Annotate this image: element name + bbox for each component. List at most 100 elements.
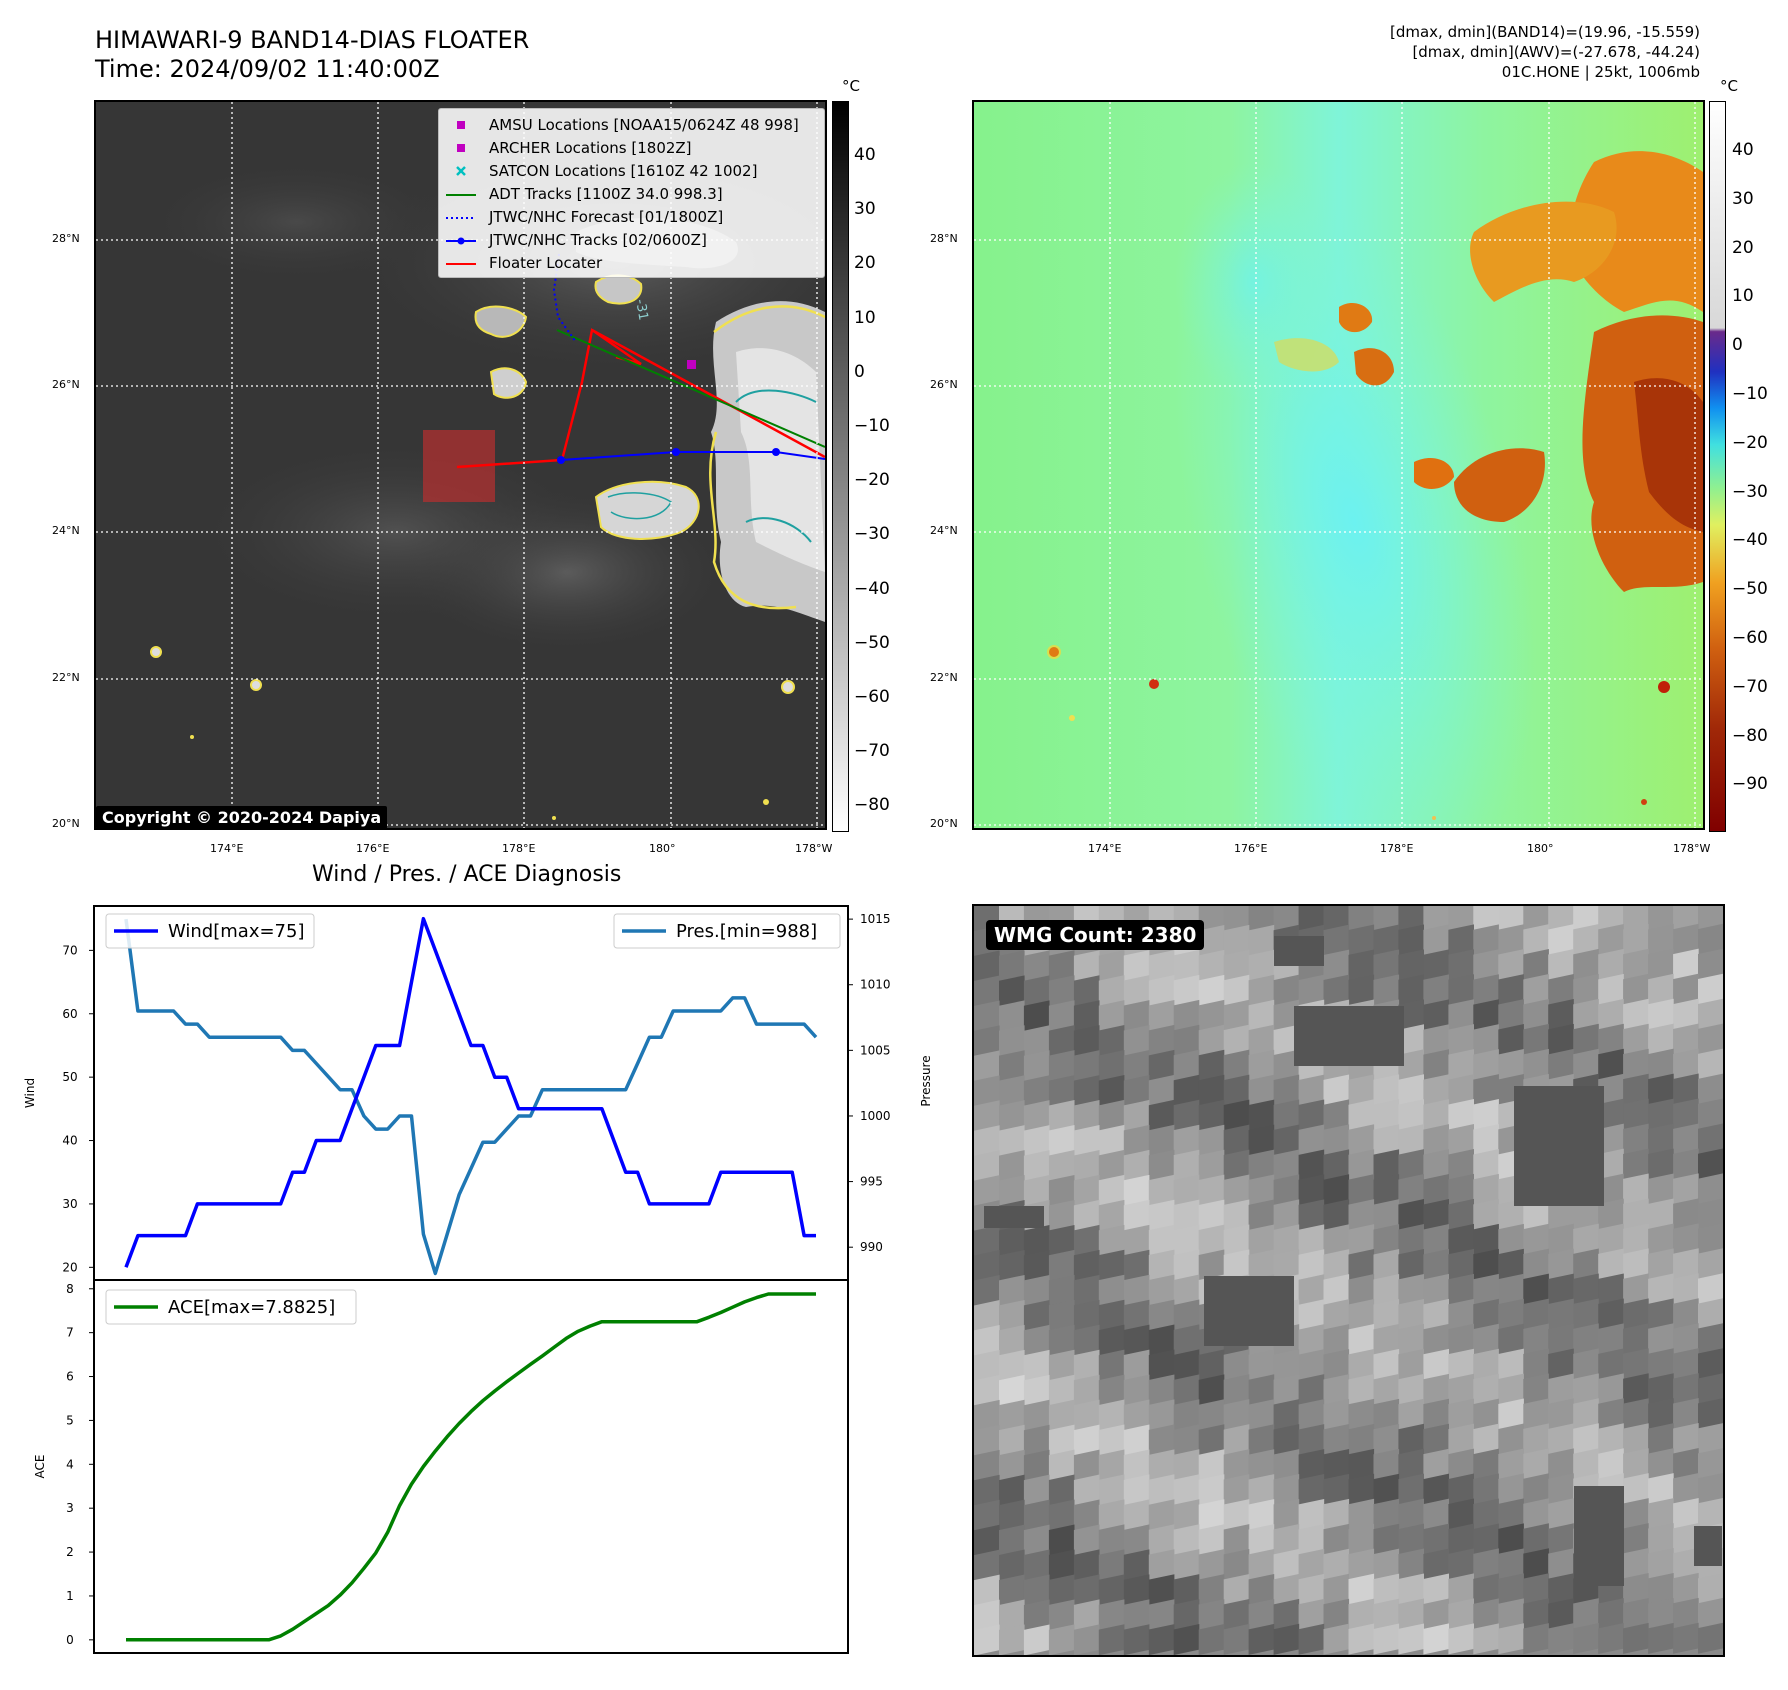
ir-title-line1: HIMAWARI-9 BAND14-DIAS FLOATER (95, 26, 530, 54)
ace-tick-label: 3 (66, 1501, 74, 1515)
contour-label: -31 (632, 298, 650, 322)
wind-series-line (124, 916, 816, 1268)
lon-label: 178°W (795, 842, 833, 855)
colorbar-tick-label: 0 (854, 361, 865, 382)
legend-swatch (446, 263, 476, 265)
copyright-badge: Copyright © 2020-2024 Dapiya (96, 806, 388, 828)
legend-item: Floater Locater (439, 254, 819, 274)
colorbar-tick-label: −10 (1732, 384, 1768, 404)
legend-item: JTWC/NHC Forecast [01/1800Z] (439, 208, 819, 228)
pressure-axis-label: Pressure (919, 1055, 933, 1106)
legend-swatch (456, 166, 466, 176)
stats-storm: 01C.HONE | 25kt, 1006mb (1501, 63, 1700, 81)
pressure-tick-label: 995 (860, 1175, 883, 1189)
ir-legend: AMSU Locations [NOAA15/0624Z 48 998] ARCH… (438, 108, 825, 278)
wind-pressure-axes (93, 905, 849, 1281)
ace-tick-label: 7 (66, 1326, 74, 1340)
wmg-dark-patch (1694, 1526, 1722, 1566)
legend-item: ARCHER Locations [1802Z] (439, 139, 819, 159)
ir-colorbar-unit: °C (842, 77, 860, 95)
wind-tick-label: 70 (62, 943, 77, 957)
legend-label: ADT Tracks [1100Z 34.0 998.3] (489, 185, 723, 203)
legend-label: Floater Locater (489, 254, 603, 272)
legend-swatch (446, 217, 476, 219)
wmg-count-badge: WMG Count: 2380 (986, 920, 1205, 950)
ace-tick-label: 1 (66, 1589, 74, 1603)
ace-tick-label: 0 (66, 1633, 74, 1647)
wind-tick-label: 20 (62, 1260, 77, 1274)
legend-item: AMSU Locations [NOAA15/0624Z 48 998] (439, 116, 819, 136)
wmg-dark-patch (1294, 1006, 1404, 1066)
lon-label: 174°E (210, 842, 244, 855)
colorbar-tick-label: −50 (1732, 579, 1768, 600)
lon-label: 176°E (1234, 842, 1268, 855)
stats-awv: [dmax, dmin](AWV)=(-27.678, -44.24) (1412, 43, 1700, 61)
legend-item: JTWC/NHC Tracks [02/0600Z] (439, 231, 819, 251)
wmg-dark-patch (1274, 936, 1324, 966)
colorbar-tick-label: −40 (1732, 530, 1768, 551)
colorbar-tick-label: 10 (1732, 286, 1754, 307)
legend-swatch (457, 121, 465, 129)
wind-tick-label: 60 (62, 1007, 77, 1021)
lon-label: 178°E (1380, 842, 1414, 855)
colorbar-tick-label: −80 (1732, 725, 1768, 746)
colorbar-tick-label: −50 (854, 632, 890, 653)
legend-item: ADT Tracks [1100Z 34.0 998.3] (439, 185, 819, 205)
wind-legend: Wind[max=75] (105, 913, 315, 949)
wv-colorbar (1709, 101, 1726, 832)
lat-label: 24°N (930, 524, 958, 537)
wv-colorbar-unit: °C (1720, 77, 1738, 95)
stats-block: [dmax, dmin](BAND14)=(19.96, -15.559) [d… (1390, 22, 1700, 82)
ace-legend: ACE[max=7.8825] (105, 1289, 357, 1325)
lat-label: 20°N (52, 817, 80, 830)
colorbar-tick-label: 10 (854, 307, 876, 328)
ir-colorbar (832, 101, 849, 832)
colorbar-tick-label: 40 (854, 145, 876, 165)
wmg-dark-patch (984, 1206, 1044, 1228)
ace-tick-label: 5 (66, 1413, 74, 1427)
ir-title-line2: Time: 2024/09/02 11:40:00Z (95, 55, 440, 83)
wmg-dark-patch (1514, 1086, 1604, 1206)
legend-label: JTWC/NHC Forecast [01/1800Z] (489, 208, 724, 226)
colorbar-tick-label: −10 (854, 416, 890, 436)
colorbar-tick-label: −30 (854, 524, 890, 545)
stats-band14: [dmax, dmin](BAND14)=(19.96, -15.559) (1389, 23, 1700, 41)
legend-swatch (446, 237, 476, 245)
lat-label: 26°N (52, 378, 80, 391)
pressure-tick-label: 1015 (860, 912, 891, 926)
wmg-panel: WMG Count: 2380 (972, 904, 1725, 1657)
diagnosis-chart: 20 30 40 50 60 70 990 995 1000 1005 1010 1015 0 1 2 3 4 5… (23, 905, 933, 1654)
lat-label: 28°N (930, 232, 958, 245)
ir-title: HIMAWARI-9 BAND14-DIAS FLOATER Time: 202… (95, 26, 529, 84)
pressure-tick-label: 1010 (860, 978, 891, 992)
lat-label: 22°N (52, 671, 80, 684)
ace-tick-label: 6 (66, 1370, 74, 1384)
colorbar-tick-label: −90 (1732, 774, 1768, 795)
ace-axes (93, 1279, 849, 1654)
legend-swatch (457, 144, 465, 152)
diagnosis-chart-title: Wind / Pres. / ACE Diagnosis (312, 862, 622, 887)
legend-label: AMSU Locations [NOAA15/0624Z 48 998] (489, 116, 799, 134)
pressure-legend: Pres.[min=988] (613, 913, 841, 949)
pressure-legend-label: Pres.[min=988] (676, 921, 817, 942)
colorbar-tick-label: −70 (1732, 676, 1768, 697)
legend-item: SATCON Locations [1610Z 42 1002] (439, 162, 819, 182)
ace-tick-label: 2 (66, 1545, 74, 1559)
colorbar-tick-label: 20 (854, 253, 876, 274)
legend-swatch (446, 194, 476, 196)
ace-tick-label: 4 (66, 1457, 74, 1471)
wmg-dark-patch (1204, 1276, 1294, 1346)
wind-axis-label: Wind (23, 1078, 37, 1108)
lon-label: 178°W (1673, 842, 1711, 855)
pressure-tick-label: 1000 (860, 1109, 891, 1123)
colorbar-tick-label: −80 (854, 795, 890, 816)
colorbar-tick-label: −40 (854, 578, 890, 599)
colorbar-tick-label: 40 (1732, 140, 1754, 160)
ace-axis-label: ACE (33, 1455, 47, 1479)
pressure-series-line (124, 918, 818, 1276)
colorbar-tick-label: −70 (854, 741, 890, 762)
lon-label: 176°E (356, 842, 390, 855)
colorbar-tick-label: 30 (854, 199, 876, 220)
ace-series-line (126, 1292, 816, 1642)
lon-label: 180° (1527, 842, 1554, 855)
